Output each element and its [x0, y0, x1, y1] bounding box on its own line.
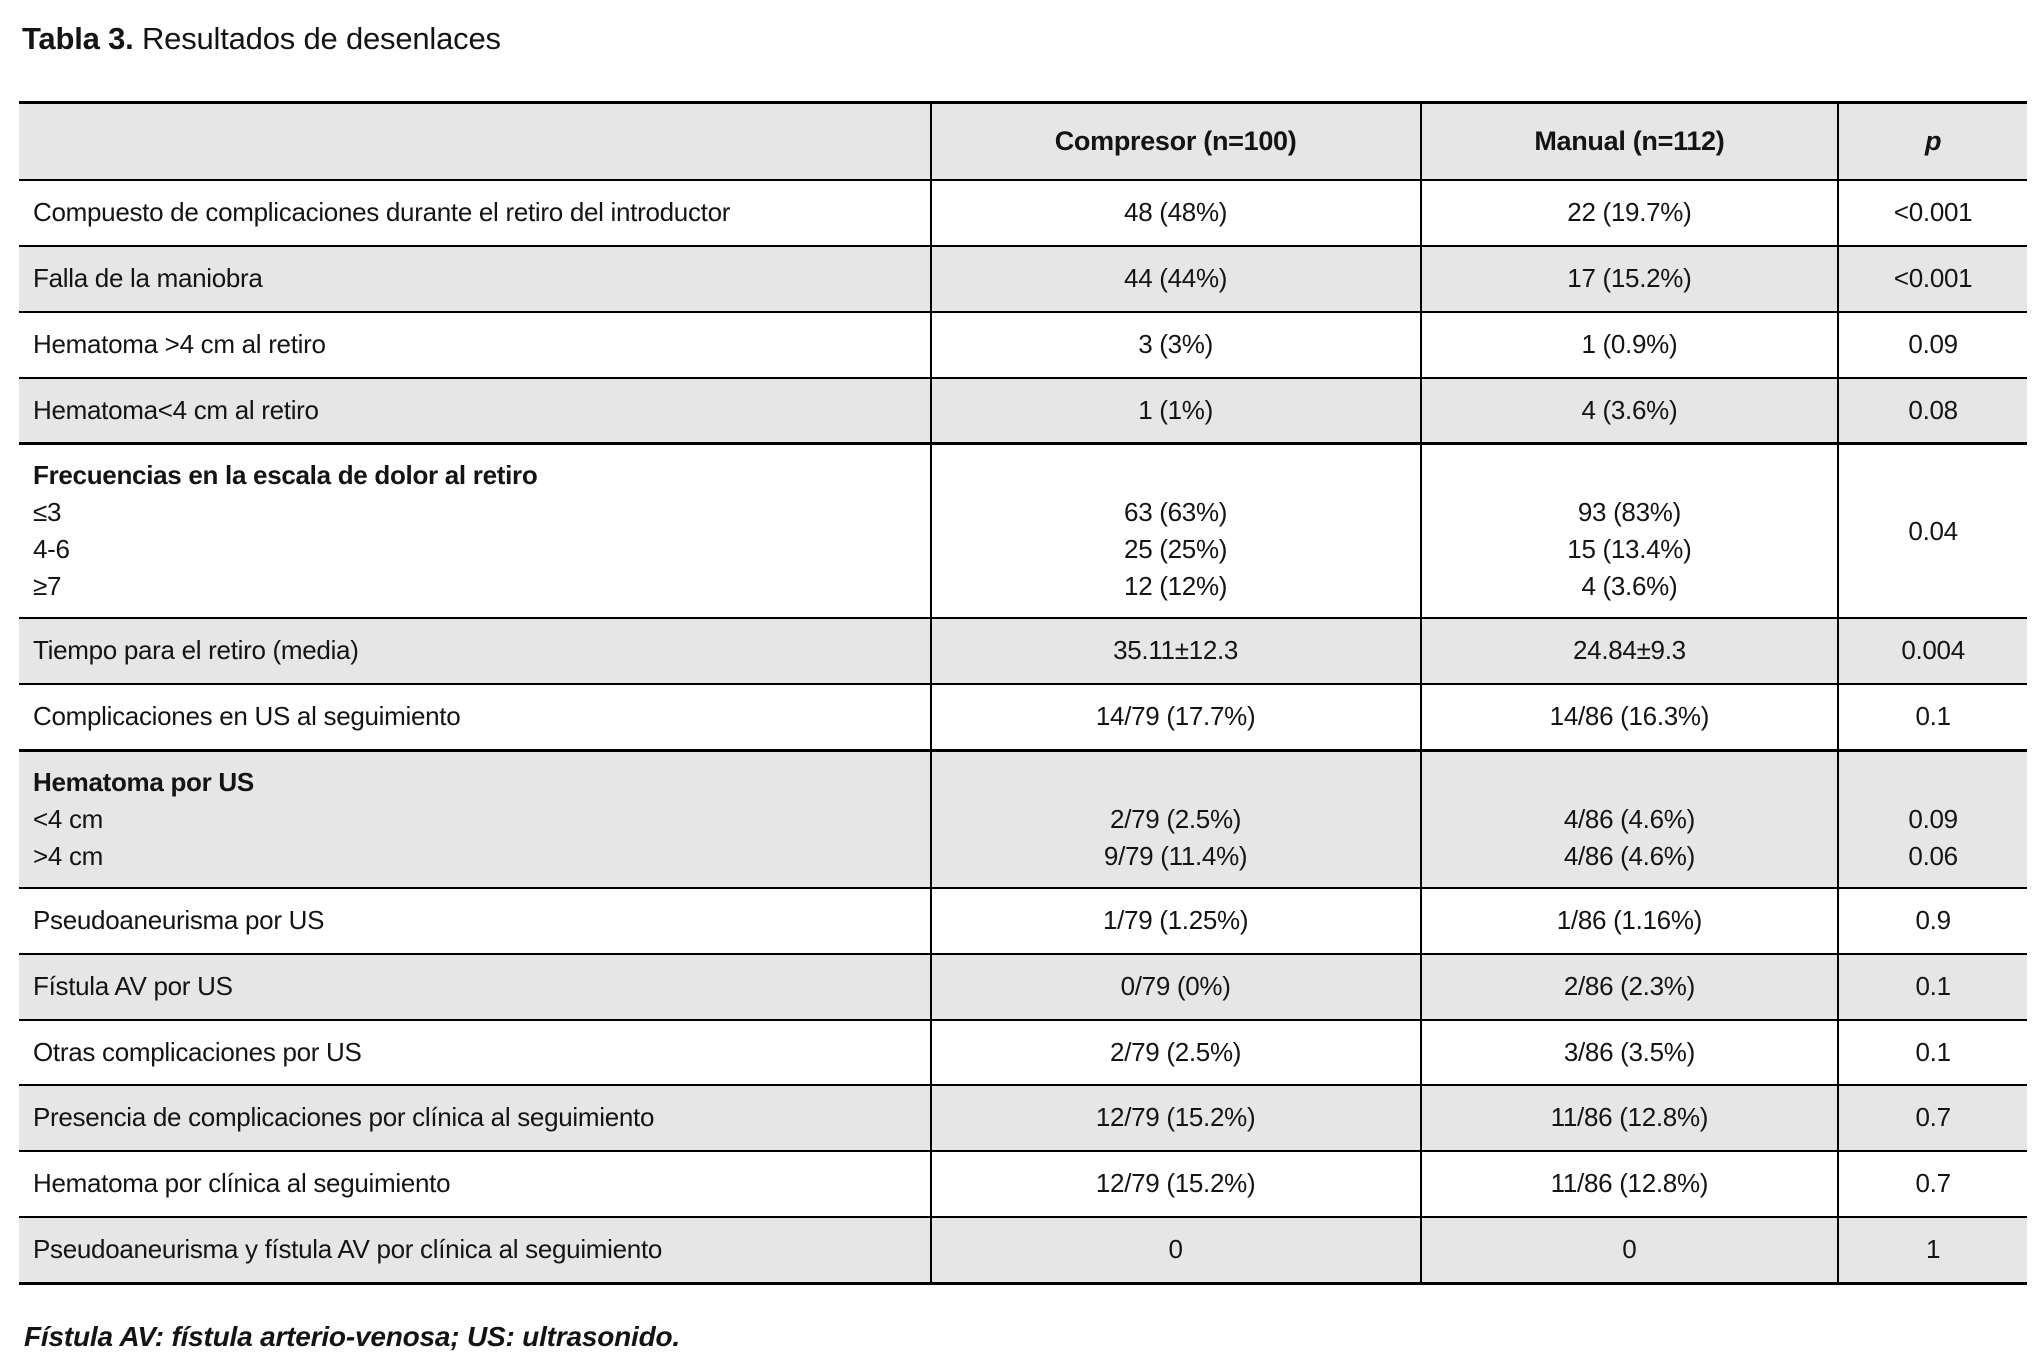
compresor-value: 1/79 (1.25%)	[929, 888, 1421, 955]
table-section-row: Hematoma por US <4 cm >4 cm 2/79 (2.5%) …	[19, 749, 2027, 890]
p-value: 0.7	[1837, 1151, 2027, 1219]
table-row: Presencia de complicaciones por clínica …	[19, 1085, 2027, 1153]
manual-value: 11/86 (12.8%)	[1419, 1151, 1839, 1219]
header-p-value: p	[1837, 102, 2027, 182]
compresor-value: 12/79 (15.2%)	[929, 1151, 1421, 1219]
table-title: Tabla 3. Resultados de desenlaces	[22, 20, 2025, 57]
row-label: Tiempo para el retiro (media)	[19, 618, 931, 686]
table-row: Fístula AV por US 0/79 (0%) 2/86 (2.3%) …	[19, 953, 2027, 1021]
manual-value: 24.84±9.3	[1419, 618, 1839, 686]
table-header: Compresor (n=100) Manual (n=112) p	[19, 102, 2027, 182]
compresor-value: 44 (44%)	[929, 246, 1421, 313]
manual-value: 3/86 (3.5%)	[1419, 1019, 1839, 1087]
row-label: Hematoma<4 cm al retiro	[19, 377, 931, 445]
compresor-value: 0	[929, 1217, 1421, 1285]
p-value: 0.08	[1837, 377, 2027, 445]
row-label: Presencia de complicaciones por clínica …	[19, 1085, 931, 1153]
compresor-value: 12/79 (15.2%)	[929, 1085, 1421, 1153]
row-label: Compuesto de complicaciones durante el r…	[19, 180, 931, 248]
table-row: Falla de la maniobra 44 (44%) 17 (15.2%)…	[19, 246, 2027, 313]
manual-value: 93 (83%) 15 (13.4%) 4 (3.6%)	[1419, 442, 1839, 620]
header-manual: Manual (n=112)	[1419, 102, 1839, 182]
compresor-value: 2/79 (2.5%)	[929, 1019, 1421, 1087]
p-value: 1	[1837, 1217, 2027, 1285]
p-value: <0.001	[1837, 246, 2027, 313]
row-label: Fístula AV por US	[19, 953, 931, 1021]
compresor-value: 1 (1%)	[929, 377, 1421, 445]
manual-value: 17 (15.2%)	[1419, 246, 1839, 313]
manual-value: 2/86 (2.3%)	[1419, 953, 1839, 1021]
compresor-value: 0/79 (0%)	[929, 953, 1421, 1021]
row-label: Falla de la maniobra	[19, 246, 931, 313]
table-section-row: Frecuencias en la escala de dolor al ret…	[19, 442, 2027, 620]
section-heading: Hematoma por US	[33, 767, 254, 798]
p-value: 0.04	[1837, 442, 2027, 620]
header-row: Compresor (n=100) Manual (n=112) p	[19, 102, 2027, 182]
manual-value: 4 (3.6%)	[1419, 377, 1839, 445]
manual-value: 22 (19.7%)	[1419, 180, 1839, 248]
row-label: Pseudoaneurisma y fístula AV por clínica…	[19, 1217, 931, 1285]
p-value: 0.1	[1837, 684, 2027, 752]
p-value: 0.1	[1837, 953, 2027, 1021]
section-heading: Frecuencias en la escala de dolor al ret…	[33, 460, 538, 491]
header-empty-cell	[19, 102, 931, 182]
manual-value: 4/86 (4.6%) 4/86 (4.6%)	[1419, 749, 1839, 890]
table-row: Pseudoaneurisma por US 1/79 (1.25%) 1/86…	[19, 888, 2027, 955]
table-row: Compuesto de complicaciones durante el r…	[19, 180, 2027, 248]
p-value: 0.7	[1837, 1085, 2027, 1153]
table-row: Hematoma >4 cm al retiro 3 (3%) 1 (0.9%)…	[19, 311, 2027, 379]
table-row: Complicaciones en US al seguimiento 14/7…	[19, 684, 2027, 752]
compresor-value: 48 (48%)	[929, 180, 1421, 248]
outcomes-table: Compresor (n=100) Manual (n=112) p Compu…	[19, 101, 2027, 1285]
table-row: Hematoma por clínica al seguimiento 12/7…	[19, 1151, 2027, 1219]
table-row: Pseudoaneurisma y fístula AV por clínica…	[19, 1217, 2027, 1285]
header-compresor: Compresor (n=100)	[929, 102, 1421, 182]
p-value: <0.001	[1837, 180, 2027, 248]
table-row: Otras complicaciones por US 2/79 (2.5%) …	[19, 1019, 2027, 1087]
row-label: Otras complicaciones por US	[19, 1019, 931, 1087]
compresor-value: 63 (63%) 25 (25%) 12 (12%)	[929, 442, 1421, 620]
p-value: 0.1	[1837, 1019, 2027, 1087]
p-value: 0.004	[1837, 618, 2027, 686]
compresor-value: 14/79 (17.7%)	[929, 684, 1421, 752]
row-label: Hematoma por clínica al seguimiento	[19, 1151, 931, 1219]
compresor-value: 3 (3%)	[929, 311, 1421, 379]
table-row: Tiempo para el retiro (media) 35.11±12.3…	[19, 618, 2027, 686]
manual-value: 1 (0.9%)	[1419, 311, 1839, 379]
manual-value: 14/86 (16.3%)	[1419, 684, 1839, 752]
p-value: 0.9	[1837, 888, 2027, 955]
p-value: 0.09 0.06	[1837, 749, 2027, 890]
manual-value: 0	[1419, 1217, 1839, 1285]
row-label: Pseudoaneurisma por US	[19, 888, 931, 955]
compresor-value: 35.11±12.3	[929, 618, 1421, 686]
table-row: Hematoma<4 cm al retiro 1 (1%) 4 (3.6%) …	[19, 377, 2027, 445]
manual-value: 11/86 (12.8%)	[1419, 1085, 1839, 1153]
table-caption: Resultados de desenlaces	[141, 21, 501, 56]
manual-value: 1/86 (1.16%)	[1419, 888, 1839, 955]
row-label: Hematoma >4 cm al retiro	[19, 311, 931, 379]
p-value: 0.09	[1837, 311, 2027, 379]
table-number: Tabla 3.	[22, 21, 134, 56]
section-sublabels: ≤3 4-6 ≥7	[33, 497, 70, 602]
row-label: Hematoma por US <4 cm >4 cm	[19, 749, 931, 890]
table-body: Compuesto de complicaciones durante el r…	[19, 180, 2027, 1285]
row-label: Frecuencias en la escala de dolor al ret…	[19, 442, 931, 620]
row-label: Complicaciones en US al seguimiento	[19, 684, 931, 752]
compresor-value: 2/79 (2.5%) 9/79 (11.4%)	[929, 749, 1421, 890]
section-sublabels: <4 cm >4 cm	[33, 804, 104, 872]
